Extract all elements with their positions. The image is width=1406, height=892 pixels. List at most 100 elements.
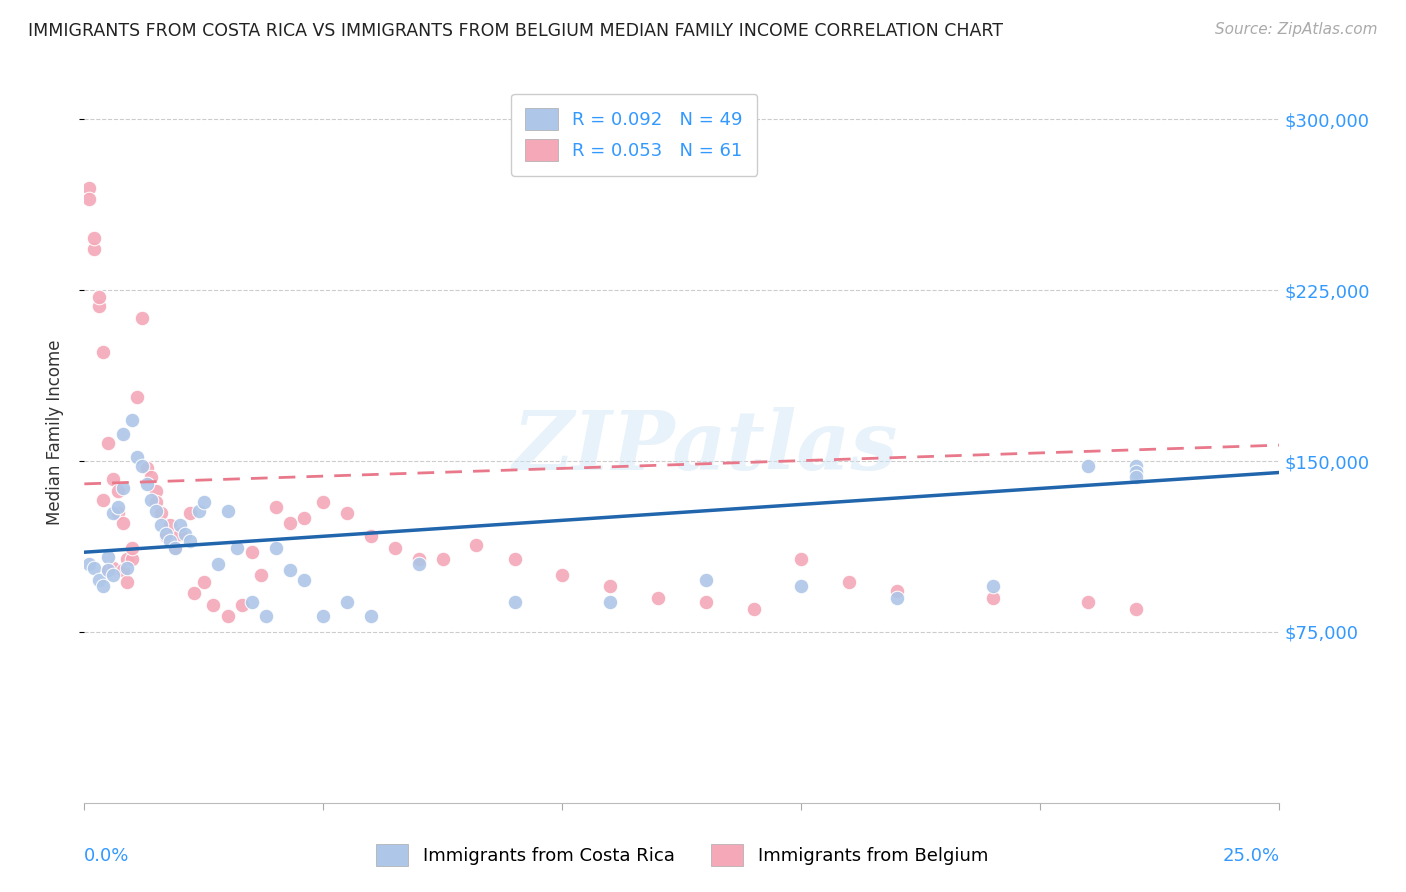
Point: [183, 586, 205, 600]
Point: [145, 495, 167, 509]
Point: [312, 495, 335, 509]
Point: [193, 495, 215, 509]
Point: [838, 574, 860, 589]
Point: [551, 568, 574, 582]
Point: [503, 552, 526, 566]
Point: [695, 573, 717, 587]
Point: [193, 574, 215, 589]
Legend: Immigrants from Costa Rica, Immigrants from Belgium: Immigrants from Costa Rica, Immigrants f…: [367, 835, 997, 875]
Point: [1125, 466, 1147, 480]
Point: [207, 557, 229, 571]
Point: [1125, 470, 1147, 484]
Point: [226, 541, 249, 555]
Point: [981, 591, 1004, 605]
Point: [465, 538, 488, 552]
Point: [101, 561, 124, 575]
Point: [149, 507, 172, 521]
Point: [155, 529, 177, 543]
Point: [107, 507, 129, 521]
Point: [360, 529, 382, 543]
Point: [93, 492, 115, 507]
Point: [131, 310, 153, 325]
Point: [97, 564, 120, 578]
Point: [179, 507, 201, 521]
Point: [742, 602, 765, 616]
Point: [336, 507, 359, 521]
Point: [292, 573, 315, 587]
Point: [231, 598, 253, 612]
Point: [121, 413, 143, 427]
Point: [292, 511, 315, 525]
Point: [217, 504, 239, 518]
Point: [217, 609, 239, 624]
Point: [647, 591, 669, 605]
Point: [981, 579, 1004, 593]
Point: [83, 231, 105, 245]
Point: [278, 564, 301, 578]
Point: [408, 557, 430, 571]
Point: [240, 545, 263, 559]
Point: [202, 598, 225, 612]
Point: [503, 595, 526, 609]
Text: IMMIGRANTS FROM COSTA RICA VS IMMIGRANTS FROM BELGIUM MEDIAN FAMILY INCOME CORRE: IMMIGRANTS FROM COSTA RICA VS IMMIGRANTS…: [28, 22, 1002, 40]
Point: [169, 517, 191, 532]
Point: [121, 541, 143, 555]
Point: [87, 290, 110, 304]
Point: [87, 573, 110, 587]
Point: [117, 561, 139, 575]
Point: [111, 564, 134, 578]
Point: [145, 504, 167, 518]
Point: [77, 180, 100, 194]
Point: [93, 579, 115, 593]
Point: [599, 595, 621, 609]
Point: [101, 507, 124, 521]
Point: [83, 242, 105, 256]
Point: [77, 192, 100, 206]
Point: [886, 583, 908, 598]
Point: [117, 574, 139, 589]
Point: [790, 552, 813, 566]
Point: [264, 541, 287, 555]
Point: [165, 541, 187, 555]
Point: [97, 549, 120, 564]
Point: [336, 595, 359, 609]
Point: [278, 516, 301, 530]
Point: [408, 552, 430, 566]
Text: 0.0%: 0.0%: [84, 847, 129, 865]
Point: [93, 344, 115, 359]
Point: [145, 483, 167, 498]
Point: [107, 500, 129, 514]
Point: [1125, 602, 1147, 616]
Point: [101, 472, 124, 486]
Point: [165, 541, 187, 555]
Point: [790, 579, 813, 593]
Text: ZIPatlas: ZIPatlas: [513, 408, 898, 487]
Point: [1125, 458, 1147, 473]
Point: [159, 517, 181, 532]
Point: [121, 552, 143, 566]
Point: [159, 533, 181, 548]
Point: [77, 557, 100, 571]
Point: [149, 517, 172, 532]
Point: [107, 483, 129, 498]
Point: [135, 476, 157, 491]
Point: [264, 500, 287, 514]
Point: [599, 579, 621, 593]
Point: [101, 568, 124, 582]
Point: [97, 435, 120, 450]
Point: [97, 564, 120, 578]
Point: [87, 299, 110, 313]
Point: [141, 470, 163, 484]
Point: [173, 527, 195, 541]
Point: [117, 552, 139, 566]
Point: [1077, 595, 1099, 609]
Point: [125, 390, 148, 404]
Point: [169, 527, 191, 541]
Point: [141, 492, 163, 507]
Point: [155, 527, 177, 541]
Point: [254, 609, 277, 624]
Point: [250, 568, 273, 582]
Text: 25.0%: 25.0%: [1222, 847, 1279, 865]
Point: [111, 516, 134, 530]
Point: [83, 561, 105, 575]
